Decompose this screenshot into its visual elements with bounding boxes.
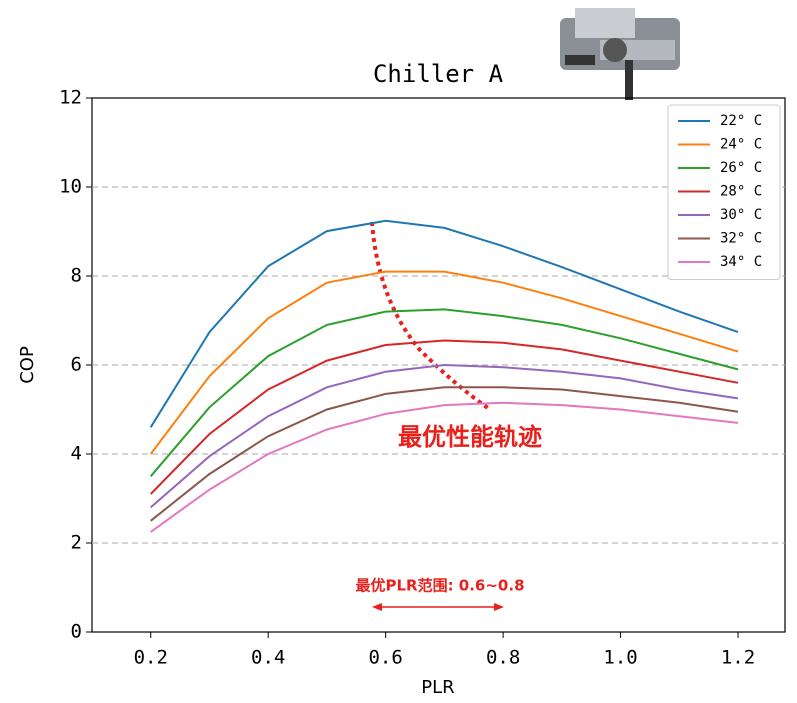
series-line: [149, 339, 739, 495]
series-line: [149, 308, 739, 477]
trajectory-curve: [370, 221, 490, 410]
y-tick-label: 4: [71, 443, 82, 465]
x-tick-label: 0.6: [368, 647, 402, 669]
series-line: [149, 270, 739, 455]
legend-box: [667, 104, 781, 280]
legend-label: 34° C: [720, 254, 762, 270]
y-tick-label: 10: [59, 176, 82, 198]
x-tick-label: 1.2: [721, 647, 755, 669]
y-tick-label: 2: [71, 532, 82, 554]
legend-label: 28° C: [720, 184, 762, 200]
range-arrow: [372, 603, 504, 611]
y-axis-label: COP: [17, 346, 38, 384]
legend-label: 24° C: [720, 137, 762, 153]
legend-label: 30° C: [720, 207, 762, 223]
chart-title: Chiller A: [373, 60, 504, 88]
y-tick-label: 12: [59, 87, 82, 109]
series-line: [150, 363, 739, 509]
trajectory-label: 最优性能轨迹: [398, 423, 542, 451]
range-label: 最优PLR范围: 0.6~0.8: [355, 577, 524, 595]
legend-label: 22° C: [720, 113, 762, 129]
x-tick-label: 0.8: [486, 647, 520, 669]
x-tick-label: 0.4: [251, 647, 285, 669]
legend-label: 32° C: [720, 231, 762, 247]
x-axis-label: PLR: [421, 677, 454, 698]
series-line: [149, 219, 739, 428]
chiller-image: [560, 8, 680, 100]
series-line: [150, 386, 739, 522]
y-tick-label: 0: [71, 621, 82, 643]
y-tick-label: 8: [71, 265, 82, 287]
y-tick-label: 6: [71, 354, 82, 376]
x-tick-label: 0.2: [134, 647, 168, 669]
series-line: [150, 401, 739, 533]
legend-label: 26° C: [720, 160, 762, 176]
x-tick-label: 1.0: [603, 647, 637, 669]
